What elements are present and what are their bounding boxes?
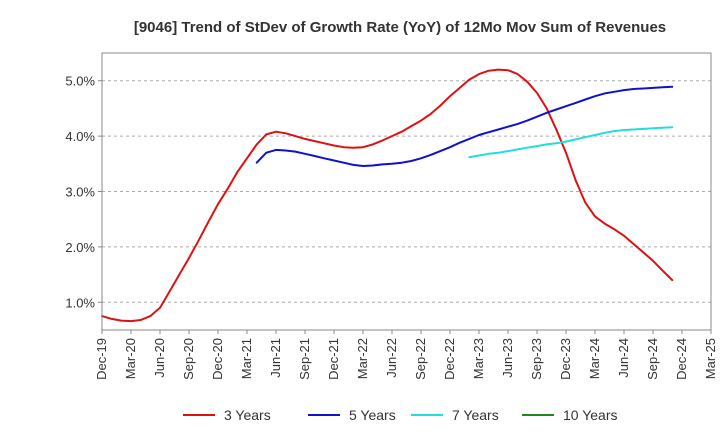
- x-tick-label: Jun-24: [616, 338, 631, 378]
- x-tick-label: Dec-21: [326, 338, 341, 380]
- x-tick-label: Mar-20: [123, 338, 138, 379]
- x-tick-label: Sep-22: [413, 338, 428, 380]
- legend: 3 Years 5 Years 7 Years 10 Years: [183, 407, 618, 423]
- x-tick-label: Dec-23: [558, 338, 573, 380]
- legend-label-3-years: 3 Years: [224, 407, 271, 423]
- x-axis-ticks: Dec-19 Mar-20 Jun-20 Sep-20 Dec-20 Mar-21 Jun-…: [94, 330, 718, 380]
- y-tick-label: 3.0%: [65, 185, 95, 200]
- x-tick-label: Mar-24: [587, 338, 602, 379]
- x-tick-label: Sep-21: [297, 338, 312, 380]
- x-tick-label: Sep-20: [181, 338, 196, 380]
- legend-label-7-years: 7 Years: [452, 407, 499, 423]
- chart-title: [9046] Trend of StDev of Growth Rate (Yo…: [134, 19, 666, 36]
- series-line-3-years: [101, 68, 674, 323]
- x-tick-label: Jun-20: [152, 338, 167, 378]
- x-tick-label: Dec-22: [442, 338, 457, 380]
- x-tick-label: Sep-24: [645, 338, 660, 380]
- y-tick-label: 4.0%: [65, 129, 95, 144]
- x-tick-label: Mar-22: [355, 338, 370, 379]
- y-tick-label: 1.0%: [65, 295, 95, 310]
- x-tick-label: Mar-25: [703, 338, 718, 379]
- y-tick-label: 5.0%: [65, 74, 95, 89]
- series-line-7-years: [468, 126, 674, 159]
- x-tick-label: Dec-19: [94, 338, 109, 380]
- grid-layer: [102, 80, 711, 303]
- x-tick-label: Dec-24: [674, 338, 689, 380]
- series-line-5-years: [255, 85, 674, 167]
- x-tick-label: Sep-23: [529, 338, 544, 380]
- y-tick-label: 2.0%: [65, 240, 95, 255]
- legend-label-5-years: 5 Years: [349, 407, 396, 423]
- y-axis-ticks: 1.0% 2.0% 3.0% 4.0% 5.0%: [65, 74, 102, 310]
- x-tick-label: Jun-21: [268, 338, 283, 378]
- x-tick-label: Mar-23: [471, 338, 486, 379]
- series-layer: [101, 68, 674, 323]
- x-tick-label: Jun-23: [500, 338, 515, 378]
- x-tick-label: Mar-21: [239, 338, 254, 379]
- legend-label-10-years: 10 Years: [563, 407, 618, 423]
- x-tick-label: Jun-22: [384, 338, 399, 378]
- x-tick-label: Dec-20: [210, 338, 225, 380]
